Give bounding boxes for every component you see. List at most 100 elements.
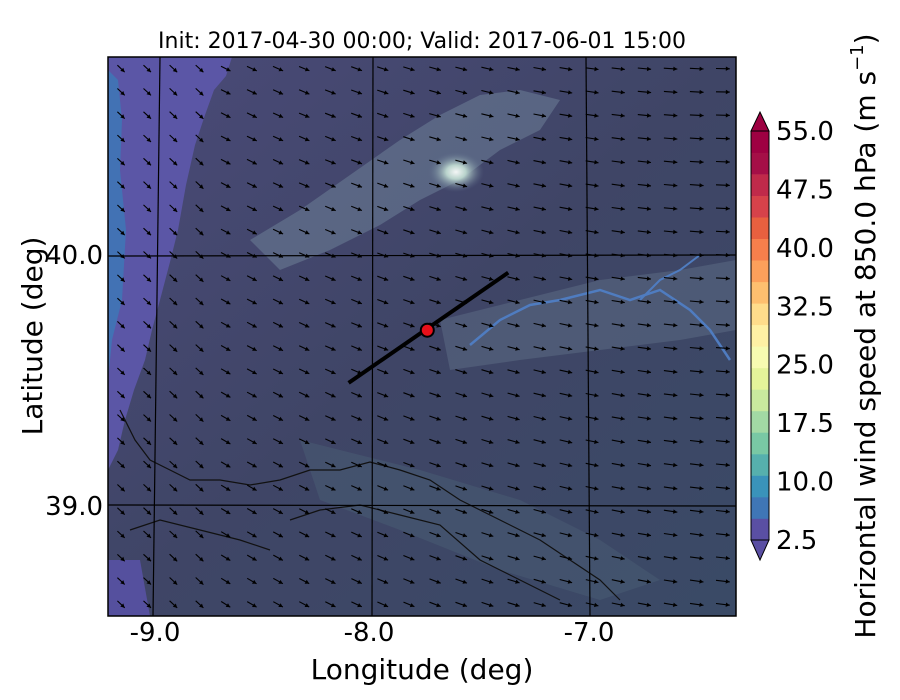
wind-arrow-head: [620, 299, 625, 305]
wind-arrow-head: [225, 533, 231, 538]
wind-arrow-head: [146, 556, 151, 562]
wind-arrow-head: [383, 206, 389, 212]
colorbar-segment: [751, 195, 769, 218]
wind-arrow-head: [462, 370, 468, 375]
wind-arrow-head: [383, 230, 389, 235]
wind-arrow-head: [436, 183, 441, 188]
colorbar-tick-label: 25.0: [776, 351, 834, 381]
wind-arrow-head: [410, 90, 415, 95]
wind-arrow-head: [436, 276, 441, 281]
wind-arrow-head: [462, 160, 468, 165]
wind-arrow-head: [488, 300, 494, 305]
wind-arrow-head: [620, 486, 625, 491]
wind-arrow-head: [304, 579, 310, 584]
wind-arrow-head: [383, 393, 389, 398]
wind-arrow-head: [304, 160, 310, 165]
colorbar-tick-label: 2.5: [776, 526, 817, 556]
wind-arrow-head: [120, 487, 125, 492]
wind-arrow-head: [725, 346, 730, 351]
wind-arrow-head: [146, 160, 151, 166]
wind-arrow-head: [646, 462, 651, 468]
wind-arrow-head: [620, 276, 625, 281]
wind-arrow-head: [252, 579, 257, 584]
wind-arrow-head: [594, 602, 599, 608]
wind-arrow-head: [225, 323, 231, 328]
wind-arrow-head: [725, 159, 730, 165]
wind-arrow-head: [594, 369, 599, 375]
wind-arrow-head: [120, 370, 125, 375]
wind-arrow-head: [383, 276, 389, 281]
wind-arrow-head: [331, 230, 336, 235]
wind-arrow-head: [172, 324, 178, 329]
wind-arrow-head: [699, 392, 704, 398]
wind-arrow-head: [620, 183, 625, 188]
wind-arrow-head: [646, 136, 651, 141]
colorbar-segment: [751, 453, 769, 476]
wind-arrow-head: [594, 229, 599, 235]
wind-arrow-head: [409, 439, 415, 445]
x-axis: -9.0 -8.0 -7.0 Longitude (deg): [130, 618, 615, 686]
colorbar-segment: [751, 131, 769, 153]
wind-arrow-head: [541, 463, 546, 468]
wind-arrow-head: [252, 510, 257, 514]
wind-arrow-head: [541, 206, 546, 211]
wind-arrow-head: [120, 277, 125, 282]
wind-arrow-head: [304, 183, 310, 188]
colorbar-segment: [751, 432, 769, 455]
wind-arrow-head: [673, 462, 678, 468]
wind-arrow-head: [436, 160, 441, 165]
wind-arrow-head: [436, 509, 441, 514]
gridline-lat-40: [107, 254, 737, 257]
wind-arrow-head: [515, 486, 520, 491]
wind-arrow-head: [304, 90, 310, 95]
wind-arrow-head: [146, 510, 151, 515]
wind-arrow-head: [488, 533, 494, 538]
wind-arrow-head: [515, 206, 520, 212]
wind-arrow-head: [199, 370, 204, 375]
wind-arrow-head: [331, 276, 336, 281]
colorbar-segment: [751, 496, 769, 519]
wind-arrow-head: [699, 416, 704, 421]
wind-arrow-head: [278, 300, 283, 305]
wind-arrow-head: [278, 603, 283, 607]
wind-arrow-head: [225, 346, 231, 351]
wind-arrow-head: [515, 276, 520, 281]
wind-arrow-head: [515, 300, 520, 305]
wind-arrow-head: [409, 579, 415, 584]
wind-arrow-head: [331, 486, 336, 491]
wind-arrow-head: [699, 113, 704, 118]
wind-arrow-head: [357, 323, 362, 328]
wind-arrow-head: [252, 370, 257, 374]
wind-arrow-head: [646, 183, 651, 188]
wind-arrow-head: [646, 602, 651, 607]
wind-arrow-head: [172, 300, 178, 306]
wind-arrow-head: [620, 113, 625, 118]
wind-arrow-head: [725, 486, 730, 491]
wind-arrow-head: [488, 416, 494, 421]
wind-arrow-head: [488, 509, 494, 514]
wind-arrow-head: [304, 486, 310, 491]
wind-arrow-head: [436, 486, 441, 491]
wind-arrow-head: [541, 579, 546, 584]
wind-arrow-head: [146, 230, 151, 236]
wind-arrow-head: [594, 486, 599, 491]
wind-arrow-head: [462, 533, 467, 538]
ocean-region: [108, 57, 232, 470]
colorbar-segment: [751, 346, 769, 369]
wind-arrow-head: [410, 323, 415, 328]
high-terrain-band: [250, 90, 560, 270]
wind-arrow-head: [462, 67, 468, 72]
wind-arrow-head: [199, 161, 204, 166]
wind-arrow-head: [278, 346, 283, 351]
wind-arrow-head: [225, 556, 231, 561]
wind-arrow-head: [225, 183, 231, 188]
wind-arrow-head: [252, 113, 257, 118]
wind-arrow-head: [541, 299, 546, 305]
wind-arrow-head: [488, 603, 494, 608]
wind-arrow-head: [462, 90, 468, 95]
wind-arrow-head: [304, 276, 310, 281]
wind-arrow-head: [646, 369, 651, 374]
wind-arrow-head: [172, 440, 178, 445]
wind-arrow-head: [725, 369, 730, 374]
wind-arrow-head: [673, 159, 678, 165]
